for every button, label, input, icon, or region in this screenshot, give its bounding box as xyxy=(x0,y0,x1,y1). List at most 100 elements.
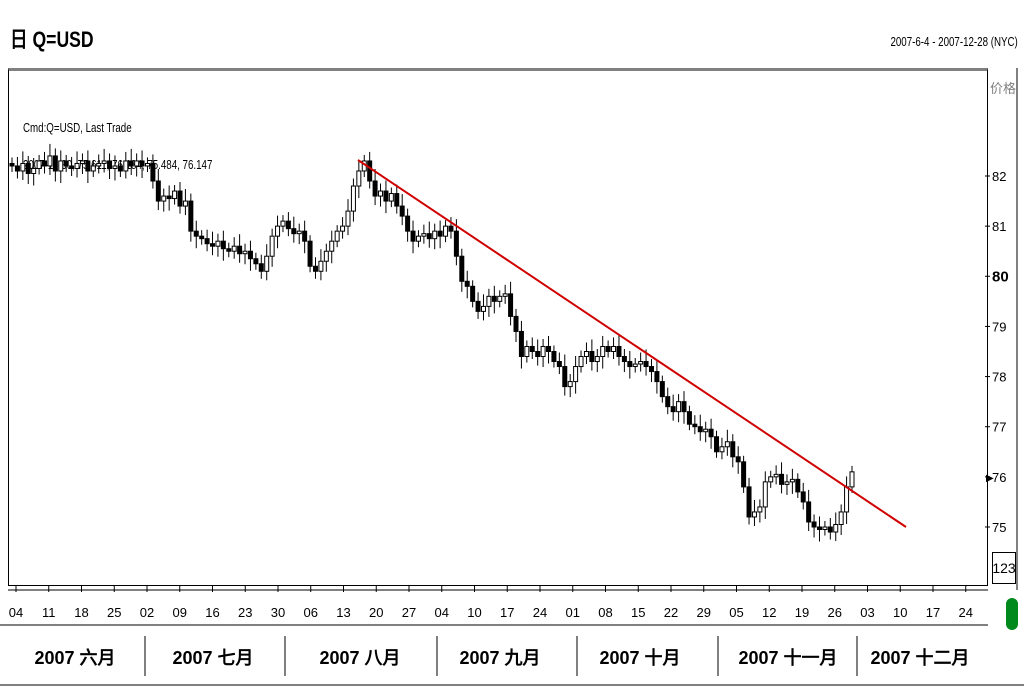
x-tick-label: 11 xyxy=(42,605,56,620)
candle-body xyxy=(757,506,763,513)
candle-body xyxy=(670,406,676,413)
candle-body xyxy=(491,295,497,302)
candle-body xyxy=(616,345,622,358)
candle-body xyxy=(448,225,454,232)
scrollbar-thumb[interactable] xyxy=(1006,598,1018,630)
candle-body xyxy=(247,250,253,260)
x-tick-label: 20 xyxy=(369,605,383,620)
month-label: 2007 六月 xyxy=(34,647,115,668)
candle-body xyxy=(502,293,508,297)
candle-body xyxy=(459,255,465,282)
x-tick-label: 06 xyxy=(304,605,318,620)
x-tick-label: 18 xyxy=(74,605,88,620)
date-range: 2007-6-4 - 2007-12-28 (NYC) xyxy=(890,34,1018,49)
candle-body xyxy=(36,160,42,169)
candle-body xyxy=(475,300,481,312)
candle-body xyxy=(741,461,747,488)
month-label: 2007 七月 xyxy=(172,648,253,668)
candle-body xyxy=(719,446,725,453)
candle-body xyxy=(540,345,546,358)
month-label: 2007 十月 xyxy=(599,647,680,668)
candle-body xyxy=(405,215,411,232)
candle-body xyxy=(567,381,573,388)
y-tick-label: 76 xyxy=(992,470,1006,485)
candle-body xyxy=(594,356,600,363)
candle-body xyxy=(383,190,389,202)
candle-body xyxy=(74,162,80,169)
candle-body xyxy=(226,248,232,252)
x-tick-label: 16 xyxy=(205,605,219,620)
candle-body xyxy=(63,160,69,167)
candle-body xyxy=(14,165,20,172)
x-tick-label: 03 xyxy=(860,605,874,620)
x-tick-label: 01 xyxy=(566,605,580,620)
month-label: 2007 八月 xyxy=(319,648,400,668)
candle-body xyxy=(372,180,378,197)
x-tick-label: 10 xyxy=(893,605,907,620)
candle-body xyxy=(69,165,75,169)
candle-body xyxy=(513,315,519,332)
candle-body xyxy=(399,205,405,217)
candle-body xyxy=(480,305,486,312)
bottom-divider xyxy=(0,684,1024,686)
candle-body xyxy=(177,190,183,207)
candle-body xyxy=(822,526,828,531)
x-tick-label: 25 xyxy=(107,605,121,620)
price-axis-label: 价格 xyxy=(990,81,1017,96)
candle-body xyxy=(166,195,172,200)
candle-body xyxy=(486,295,492,307)
candle-body xyxy=(600,345,606,358)
candle-body xyxy=(546,345,552,353)
chart-title: 日 Q=USD xyxy=(10,27,94,52)
candle-body xyxy=(508,293,514,317)
candle-body xyxy=(296,230,302,235)
candle-body xyxy=(58,160,64,172)
candle-body xyxy=(735,456,741,463)
candle-body xyxy=(258,263,264,272)
candle-body xyxy=(605,345,611,353)
candle-body xyxy=(833,523,839,533)
candle-body xyxy=(762,481,768,508)
candle-body xyxy=(161,195,167,202)
candle-body xyxy=(182,200,188,207)
month-label: 2007 十二月 xyxy=(870,647,969,668)
x-tick-label: 05 xyxy=(729,605,743,620)
month-label: 2007 十一月 xyxy=(738,647,837,668)
candle-body xyxy=(827,526,833,533)
candle-body xyxy=(659,381,665,398)
value-box[interactable]: 123 xyxy=(992,552,1016,584)
candle-body xyxy=(562,366,568,388)
candle-body xyxy=(117,165,123,172)
candle-body xyxy=(535,351,541,358)
candle-body xyxy=(714,436,720,453)
candle-body xyxy=(529,345,535,353)
candle-body xyxy=(453,230,459,257)
candle-body xyxy=(9,162,15,167)
candle-body xyxy=(350,185,356,212)
candle-body xyxy=(648,366,654,373)
candle-body xyxy=(573,366,579,383)
candle-body xyxy=(692,423,698,428)
candle-body xyxy=(816,526,822,531)
candle-body xyxy=(280,220,286,227)
y-tick-label: 77 xyxy=(992,420,1006,435)
candle-body xyxy=(253,258,259,265)
candle-body xyxy=(844,486,850,513)
x-tick-label: 24 xyxy=(533,605,547,620)
y-tick-label: 81 xyxy=(992,219,1006,234)
candle-body xyxy=(773,473,779,478)
candle-body xyxy=(144,162,150,167)
candle-body xyxy=(231,245,237,252)
trendline[interactable] xyxy=(357,159,907,528)
candle-body xyxy=(52,155,58,172)
candle-body xyxy=(47,155,53,167)
candle-body xyxy=(31,167,37,174)
x-tick-label: 02 xyxy=(140,605,154,620)
candle-body xyxy=(275,225,281,237)
x-tick-label: 19 xyxy=(795,605,809,620)
candle-body xyxy=(703,428,709,433)
x-tick-label: 09 xyxy=(173,605,187,620)
candle-body xyxy=(751,511,757,518)
candle-body xyxy=(676,401,682,413)
